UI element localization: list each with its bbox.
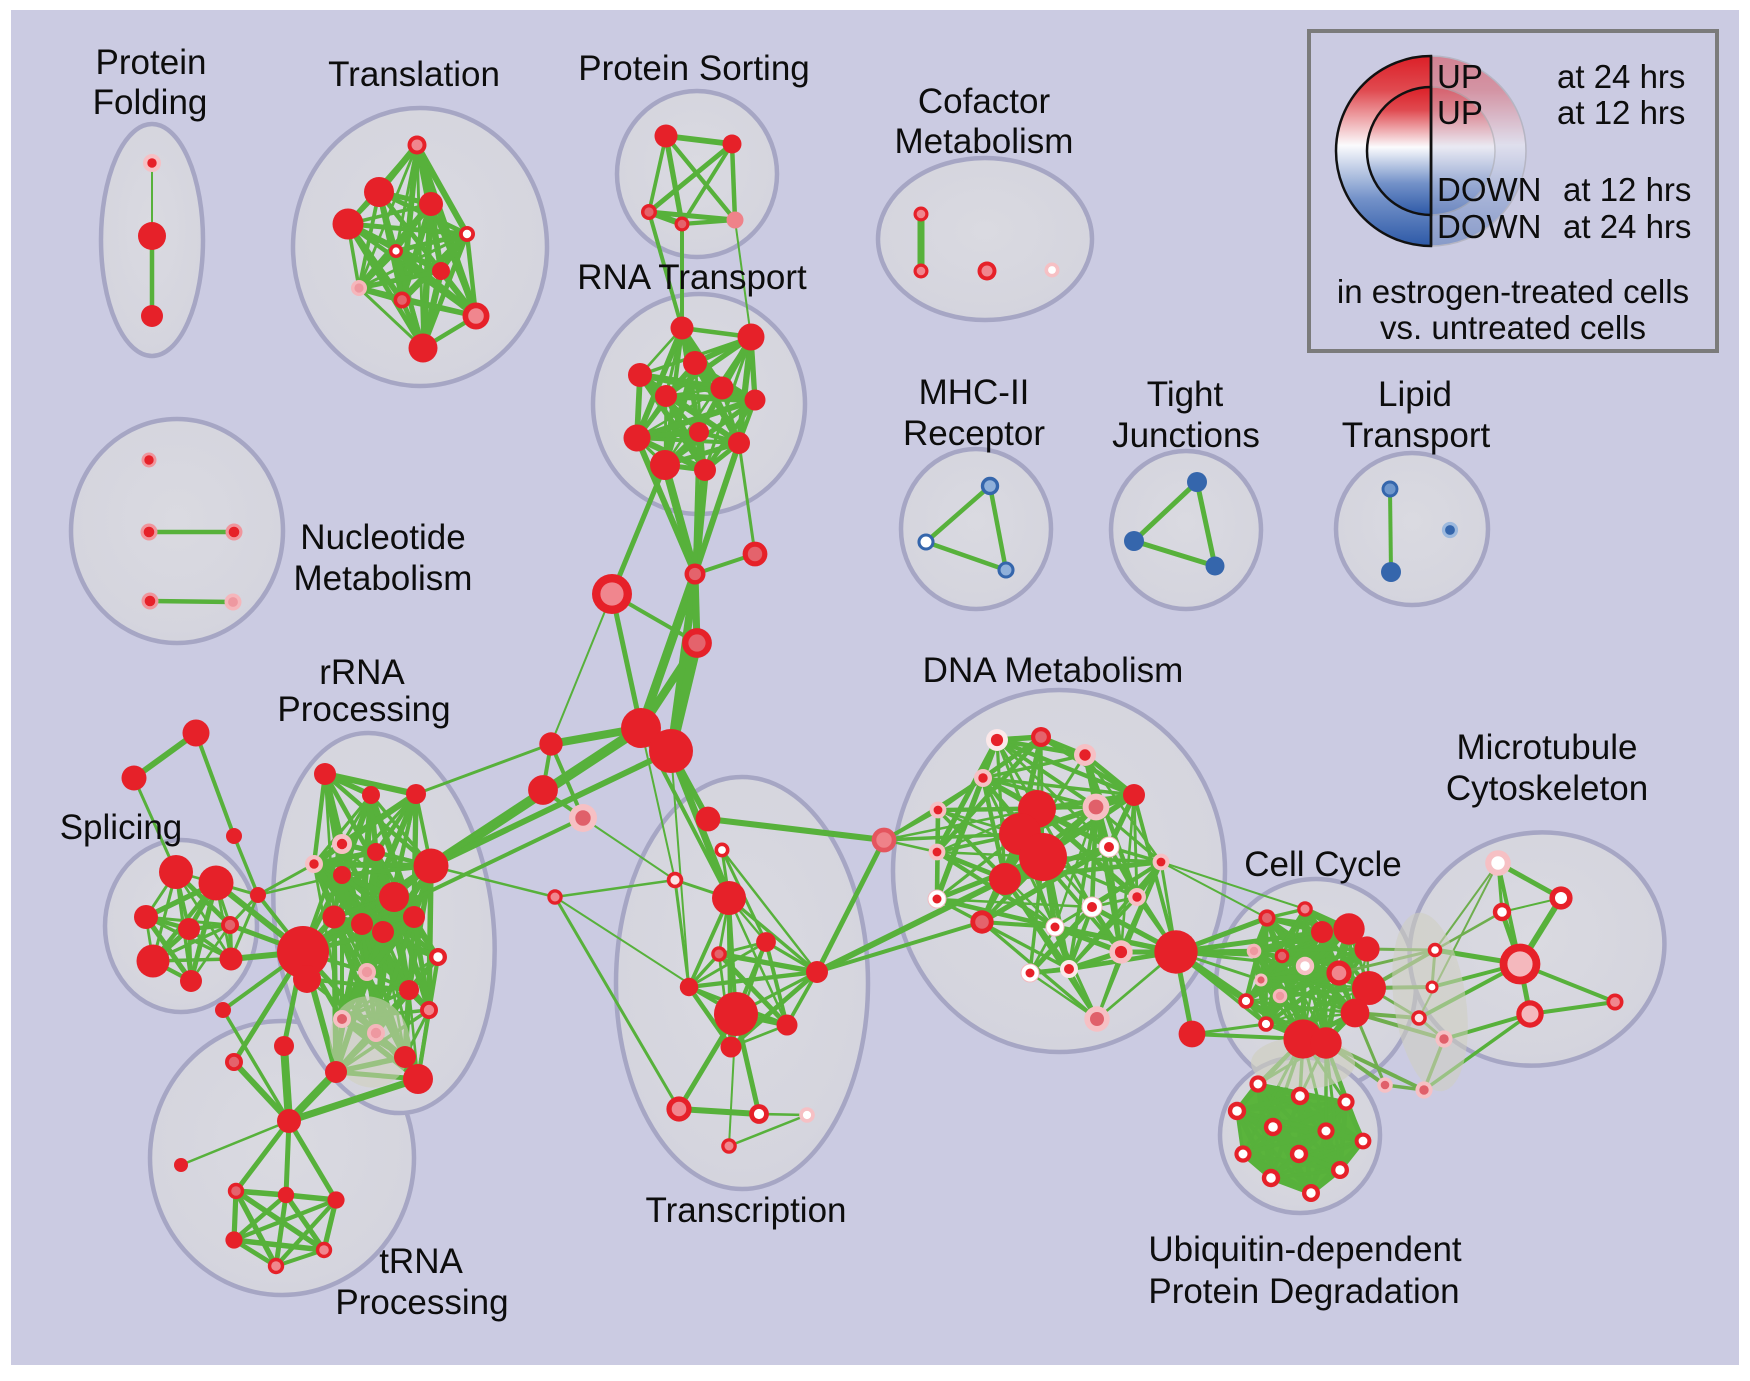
svg-text:at 12 hrs: at 12 hrs xyxy=(1557,94,1685,131)
svg-text:in estrogen-treated cells: in estrogen-treated cells xyxy=(1337,273,1689,310)
svg-text:Lipid: Lipid xyxy=(1378,375,1452,414)
svg-text:RNA Transport: RNA Transport xyxy=(577,258,807,297)
svg-text:Ubiquitin-dependent: Ubiquitin-dependent xyxy=(1148,1230,1462,1269)
svg-text:at 12 hrs: at 12 hrs xyxy=(1563,171,1691,208)
svg-text:at 24 hrs: at 24 hrs xyxy=(1563,208,1691,245)
svg-text:UP: UP xyxy=(1437,58,1483,95)
svg-text:Protein Degradation: Protein Degradation xyxy=(1148,1272,1459,1311)
svg-text:Tight: Tight xyxy=(1147,375,1224,414)
svg-text:Protein Sorting: Protein Sorting xyxy=(578,49,810,88)
svg-text:UP: UP xyxy=(1437,94,1483,131)
svg-text:Nucleotide: Nucleotide xyxy=(300,518,465,557)
svg-text:Transport: Transport xyxy=(1342,416,1491,455)
svg-text:Splicing: Splicing xyxy=(60,808,183,847)
svg-text:Receptor: Receptor xyxy=(903,414,1045,453)
svg-text:Folding: Folding xyxy=(93,83,208,122)
svg-text:Junctions: Junctions xyxy=(1112,416,1260,455)
svg-text:Metabolism: Metabolism xyxy=(895,122,1074,161)
svg-text:Processing: Processing xyxy=(335,1283,508,1322)
svg-text:tRNA: tRNA xyxy=(379,1242,463,1281)
svg-text:Translation: Translation xyxy=(328,55,500,94)
svg-text:Cell Cycle: Cell Cycle xyxy=(1244,845,1402,884)
svg-text:DOWN: DOWN xyxy=(1437,208,1541,245)
svg-text:MHC-II: MHC-II xyxy=(919,373,1030,412)
svg-text:rRNA: rRNA xyxy=(319,653,405,692)
svg-text:Protein: Protein xyxy=(96,43,207,82)
svg-text:Metabolism: Metabolism xyxy=(294,559,473,598)
svg-text:Processing: Processing xyxy=(277,690,450,729)
svg-text:at 24 hrs: at 24 hrs xyxy=(1557,58,1685,95)
svg-text:Microtubule: Microtubule xyxy=(1457,728,1638,767)
svg-text:Cytoskeleton: Cytoskeleton xyxy=(1446,769,1648,808)
svg-text:vs. untreated cells: vs. untreated cells xyxy=(1380,309,1646,346)
svg-text:DNA Metabolism: DNA Metabolism xyxy=(923,651,1184,690)
svg-text:DOWN: DOWN xyxy=(1437,171,1541,208)
svg-text:Cofactor: Cofactor xyxy=(918,82,1051,121)
svg-text:Transcription: Transcription xyxy=(646,1191,847,1230)
